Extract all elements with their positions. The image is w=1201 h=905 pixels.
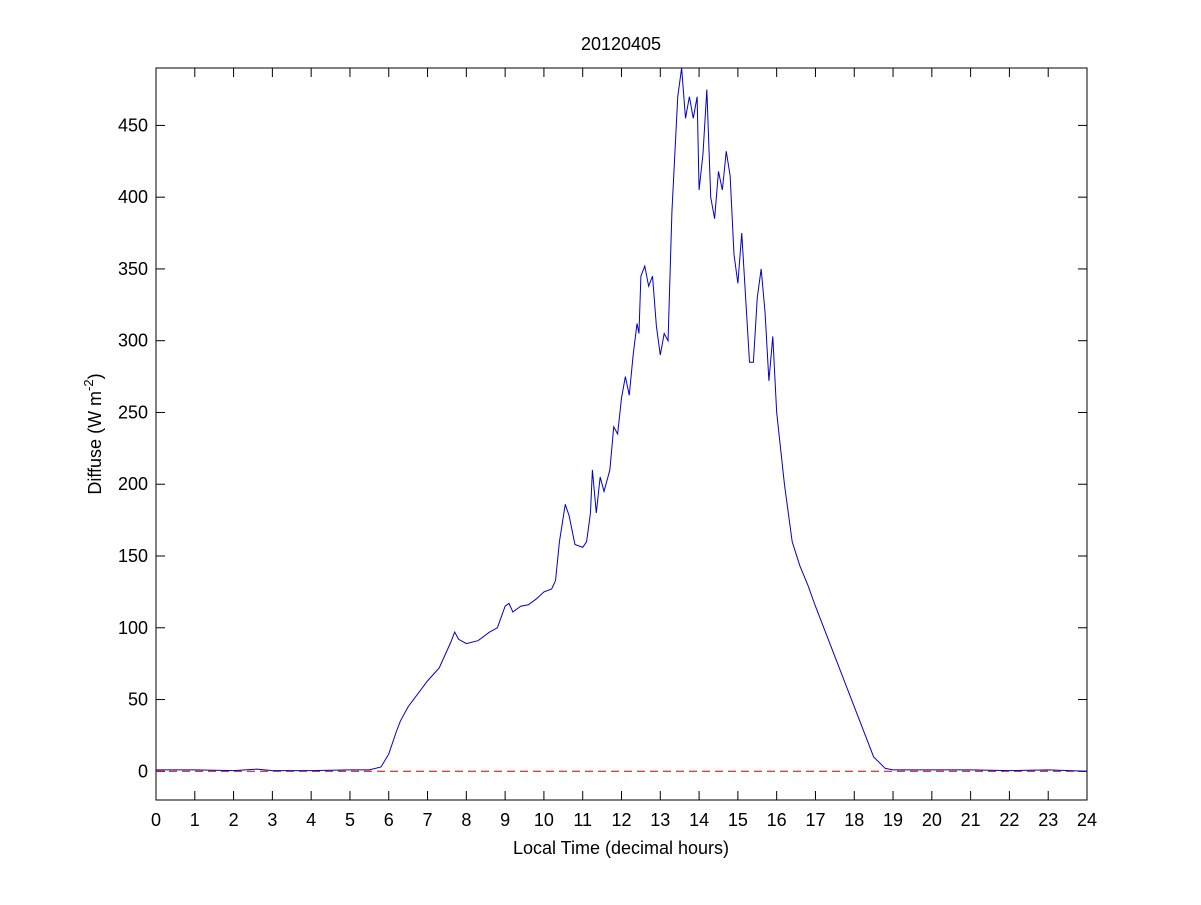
data-line — [156, 67, 1088, 772]
y-tick-label: 350 — [118, 259, 148, 279]
y-axis-label-part: Diffuse (W m — [85, 391, 105, 495]
y-tick-label: 250 — [118, 402, 148, 422]
x-tick-label: 2 — [229, 810, 239, 830]
x-tick-label: 16 — [767, 810, 787, 830]
x-tick-label: 7 — [423, 810, 433, 830]
y-axis-label-sup: -2 — [81, 379, 96, 391]
x-tick-label: 1 — [190, 810, 200, 830]
x-tick-label: 5 — [345, 810, 355, 830]
y-axis-label-part: ) — [85, 373, 105, 379]
x-tick-label: 22 — [999, 810, 1019, 830]
x-tick-label: 18 — [844, 810, 864, 830]
x-tick-label: 8 — [461, 810, 471, 830]
y-tick-label: 200 — [118, 474, 148, 494]
plot-frame — [155, 67, 1088, 801]
x-axis-label: Local Time (decimal hours) — [513, 838, 729, 858]
x-tick-label: 14 — [689, 810, 709, 830]
x-tick-label: 15 — [728, 810, 748, 830]
y-tick-label: 400 — [118, 187, 148, 207]
y-axis-label: Diffuse (W m-2) — [81, 373, 105, 494]
x-tick-label: 24 — [1077, 810, 1097, 830]
x-tick-label: 4 — [306, 810, 316, 830]
y-tick-label: 0 — [138, 761, 148, 781]
x-tick-label: 12 — [611, 810, 631, 830]
x-tick-label: 6 — [384, 810, 394, 830]
chart-title: 20120405 — [581, 34, 661, 54]
y-tick-label: 300 — [118, 331, 148, 351]
x-tick-label: 21 — [961, 810, 981, 830]
x-tick-label: 0 — [151, 810, 161, 830]
y-tick-label: 150 — [118, 546, 148, 566]
y-tick-label: 100 — [118, 618, 148, 638]
x-tick-label: 10 — [534, 810, 554, 830]
x-tick-label: 9 — [500, 810, 510, 830]
y-tick-label: 50 — [128, 690, 148, 710]
y-tick-label: 450 — [118, 115, 148, 135]
x-tick-label: 17 — [805, 810, 825, 830]
x-tick-label: 3 — [267, 810, 277, 830]
x-tick-label: 19 — [883, 810, 903, 830]
x-tick-label: 23 — [1038, 810, 1058, 830]
x-tick-label: 20 — [922, 810, 942, 830]
x-tick-label: 13 — [650, 810, 670, 830]
x-tick-label: 11 — [573, 810, 592, 830]
